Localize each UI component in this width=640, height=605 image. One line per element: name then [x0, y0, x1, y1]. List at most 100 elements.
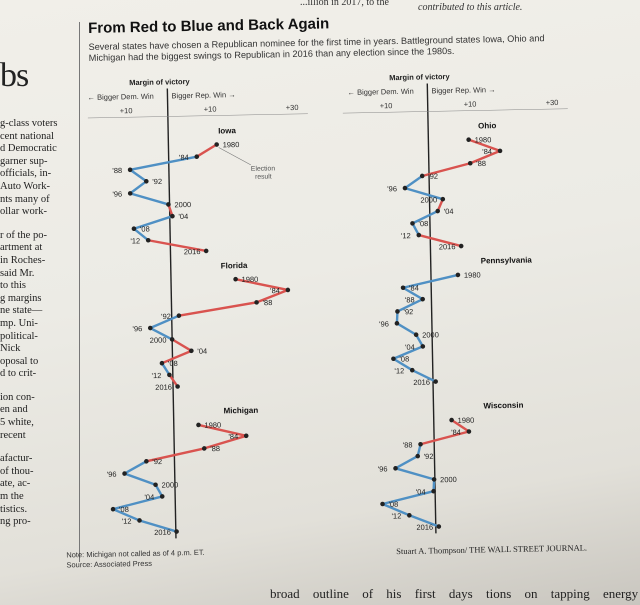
- series-segment: [132, 227, 150, 242]
- series-segment: [450, 418, 471, 433]
- year-label: 2016: [154, 528, 171, 537]
- series-segment: [469, 149, 502, 165]
- data-point: [436, 524, 442, 529]
- margin-header: Margin of victory: [389, 72, 450, 82]
- data-point: [402, 185, 408, 191]
- data-point: [169, 337, 175, 342]
- year-label: '04: [197, 347, 207, 356]
- series-segment: [128, 192, 170, 206]
- series-segment: [234, 277, 290, 292]
- series-segment: [146, 239, 208, 253]
- top-snippet-left: ...illion in 2017, to the: [300, 0, 389, 8]
- series-segment: [394, 454, 419, 470]
- bottom-text-fragment: broad outline of his first days tions on…: [270, 586, 639, 601]
- article-line: officials, in-: [0, 168, 52, 180]
- article-line: r of the po-: [0, 229, 47, 241]
- data-point: [418, 441, 423, 447]
- year-label: 2000: [174, 200, 191, 209]
- year-label: 1980: [242, 275, 259, 284]
- data-point: [243, 433, 249, 439]
- year-label: '84: [409, 283, 419, 292]
- year-label: 2016: [413, 378, 430, 387]
- data-point: [110, 506, 116, 512]
- series-segment: [160, 349, 193, 365]
- series-segment: [128, 168, 148, 183]
- article-line: cent national: [0, 130, 54, 142]
- data-point: [285, 287, 291, 293]
- data-point: [233, 276, 238, 282]
- data-point: [420, 296, 425, 302]
- data-point: [131, 226, 137, 232]
- year-label: '12: [394, 366, 404, 375]
- article-line: d to crit-: [0, 368, 37, 380]
- data-point: [391, 356, 396, 362]
- year-label: '96: [112, 190, 122, 199]
- year-label: '92: [161, 312, 171, 321]
- year-label: '92: [152, 457, 162, 466]
- data-point: [144, 459, 149, 464]
- year-label: '12: [130, 236, 140, 245]
- series-segment: [128, 155, 198, 171]
- year-label: '08: [388, 500, 398, 509]
- data-point: [201, 446, 207, 451]
- article-line: nts many of: [0, 193, 50, 205]
- year-label: '84: [179, 153, 189, 162]
- state-label: Ohio: [478, 121, 497, 130]
- series-segment: [138, 519, 178, 533]
- series-segment: [403, 174, 424, 190]
- header-rule: [86, 113, 308, 119]
- dem-label: ← Bigger Dem. Win: [347, 87, 413, 97]
- data-point: [449, 417, 454, 423]
- series-segment: [255, 288, 290, 304]
- article-paragraph: ion con-en and 5 white, recent: [0, 392, 78, 442]
- year-label: '12: [152, 371, 162, 380]
- series-segment: [417, 233, 463, 248]
- graphic-note: Note: Michigan not called as of 4 p.m. E…: [66, 548, 205, 571]
- year-label: '04: [416, 487, 426, 496]
- data-point: [189, 348, 194, 354]
- year-label: '92: [152, 177, 162, 186]
- series-segment: [111, 495, 164, 511]
- series-segment: [421, 162, 472, 178]
- article-line: artment at: [0, 242, 43, 254]
- rep-label: Bigger Rep. Win →: [431, 85, 495, 95]
- year-label: '84: [270, 286, 280, 295]
- year-label: '04: [178, 212, 188, 221]
- series-segment: [408, 514, 441, 528]
- series-segment: [401, 286, 424, 301]
- series-segment: [168, 373, 179, 388]
- data-point: [431, 488, 436, 494]
- article-line: Nick: [0, 343, 21, 355]
- annotation-text: Election: [251, 165, 276, 172]
- data-point: [440, 196, 446, 202]
- series-segment: [111, 507, 141, 522]
- year-label: '96: [107, 470, 117, 479]
- data-point: [174, 529, 179, 534]
- zero-axis: [166, 88, 177, 539]
- series-segment: [396, 297, 424, 313]
- article-line: said Mr.: [0, 267, 35, 279]
- data-point: [395, 309, 400, 314]
- data-point: [458, 243, 464, 249]
- year-label: 1980: [475, 135, 492, 144]
- dem-label: ← Bigger Dem. Win: [87, 92, 153, 102]
- year-label: '96: [378, 464, 388, 473]
- state-charts: Margin of victory ← Bigger Dem. Win Bigger…: [86, 72, 568, 539]
- year-label: '04: [144, 493, 154, 502]
- series-segment: [403, 186, 445, 201]
- data-point: [419, 173, 425, 179]
- data-point: [466, 137, 471, 142]
- data-point: [416, 232, 422, 238]
- year-label: '92: [403, 307, 413, 316]
- headline-fragment: bs: [0, 57, 29, 94]
- annotation-text: result: [255, 173, 272, 180]
- data-point: [214, 142, 219, 147]
- article-line: en and: [0, 404, 28, 416]
- series-segment: [197, 423, 248, 438]
- article-line: d Democratic: [0, 143, 57, 155]
- article-line: mp. Uni-: [0, 317, 38, 329]
- series-segment: [411, 369, 437, 383]
- data-point: [433, 379, 438, 384]
- article-line: oposal to: [0, 355, 39, 367]
